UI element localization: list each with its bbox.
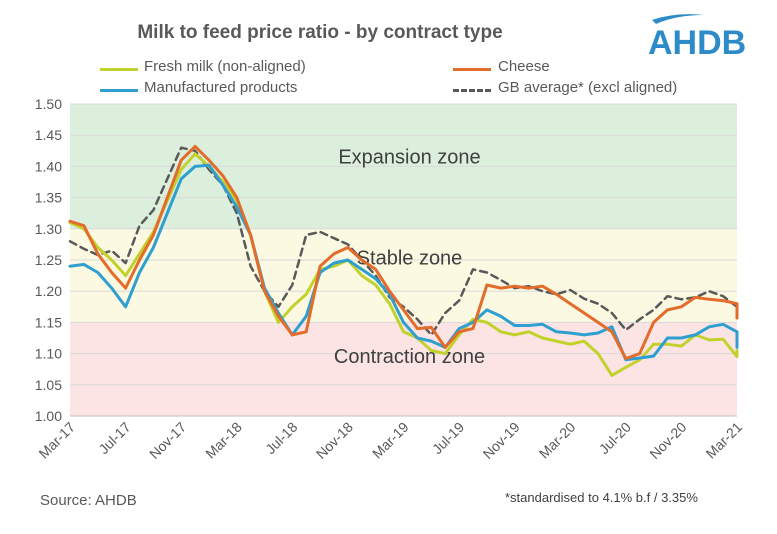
series-line-manufactured bbox=[68, 163, 739, 362]
y-tick-label: 1.20 bbox=[35, 283, 62, 299]
x-tick-label: Jul-19 bbox=[429, 419, 467, 457]
x-tick-label: Nov-19 bbox=[480, 419, 523, 462]
y-tick-label: 1.30 bbox=[35, 221, 62, 237]
expansion-zone-label: Expansion zone bbox=[338, 146, 480, 168]
y-tick-label: 1.05 bbox=[35, 377, 62, 393]
x-tick-label: Jul-17 bbox=[95, 419, 133, 457]
series-line-fresh bbox=[68, 152, 739, 377]
series-line-gb bbox=[68, 146, 739, 337]
y-tick-label: 1.35 bbox=[35, 190, 62, 206]
x-tick-label: Mar-21 bbox=[702, 419, 745, 462]
logo-swoosh bbox=[652, 14, 704, 24]
ahdb-logo: AHDB bbox=[648, 14, 746, 62]
legend-swatch-manufactured bbox=[100, 89, 138, 92]
y-tick-label: 1.15 bbox=[35, 314, 62, 330]
y-tick-label: 1.45 bbox=[35, 127, 62, 143]
legend-label-cheese: Cheese bbox=[498, 58, 550, 75]
stable-zone-label: Stable zone bbox=[357, 247, 463, 269]
contraction-zone-band bbox=[70, 322, 737, 416]
x-tick-label: Mar-20 bbox=[536, 419, 579, 462]
legend-swatch-fresh bbox=[100, 68, 138, 71]
y-tick-label: 1.25 bbox=[35, 252, 62, 268]
contraction-zone-label: Contraction zone bbox=[334, 346, 485, 368]
legend-label-manufactured: Manufactured products bbox=[144, 79, 298, 96]
y-tick-label: 1.00 bbox=[35, 408, 62, 424]
y-tick-label: 1.50 bbox=[35, 96, 62, 112]
x-tick-label: Nov-17 bbox=[146, 419, 189, 462]
legend-swatch-gb bbox=[453, 89, 491, 92]
y-tick-label: 1.40 bbox=[35, 158, 62, 174]
x-tick-label: Mar-17 bbox=[35, 419, 78, 462]
legend-swatch-cheese bbox=[453, 68, 491, 71]
chart-title: Milk to feed price ratio - by contract t… bbox=[137, 22, 503, 43]
x-tick-label: Jul-20 bbox=[596, 419, 634, 457]
legend-label-fresh: Fresh milk (non-aligned) bbox=[144, 58, 306, 75]
footnote: *standardised to 4.1% b.f / 3.35% bbox=[505, 490, 698, 505]
x-tick-label: Nov-20 bbox=[646, 419, 689, 462]
series-line-cheese bbox=[68, 144, 739, 361]
x-tick-label: Jul-18 bbox=[262, 419, 300, 457]
source-note: Source: AHDB bbox=[40, 492, 137, 509]
x-tick-label: Mar-19 bbox=[369, 419, 412, 462]
legend-label-gb: GB average* (excl aligned) bbox=[498, 79, 678, 96]
x-tick-label: Mar-18 bbox=[202, 419, 245, 462]
x-tick-label: Nov-18 bbox=[313, 419, 356, 462]
y-tick-label: 1.10 bbox=[35, 346, 62, 362]
logo-text: AHDB bbox=[648, 24, 746, 62]
